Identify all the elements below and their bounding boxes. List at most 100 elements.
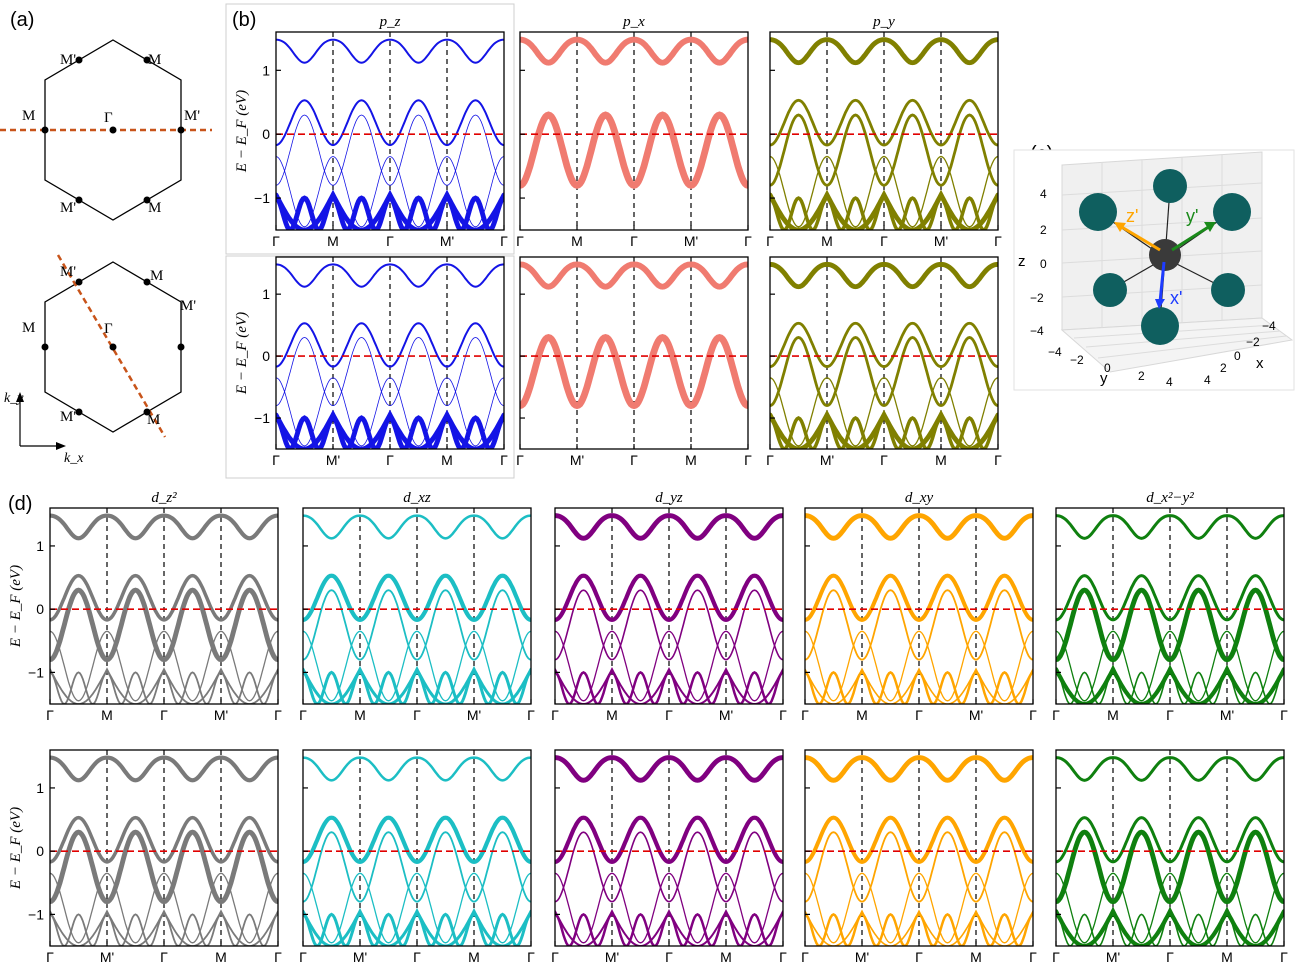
x-tick-label: M [215,949,227,965]
band-line [555,872,783,944]
band-lines [50,755,278,946]
x-tick-label: Γ [160,707,168,723]
x-tick-label: M [354,707,366,723]
bz-label: M [22,108,35,124]
y-tick-label: −1 [254,190,270,206]
y-axis-label: E − E_F (eV) [8,565,24,648]
x-tick-label: M [970,949,982,965]
band-line [50,829,278,905]
x-tick-label: Γ [160,949,168,965]
band-line [770,321,998,369]
z-prime-label: z' [1126,206,1138,226]
band-line [805,573,1033,622]
band-chart-d_yz-d-top: Γ M Γ M' Γd_yz [551,490,787,723]
bz-points-bottom [41,278,185,416]
panel-label-d: (d) [8,493,32,515]
x-tick-label: Γ [500,233,508,249]
bz-label: M' [60,52,76,68]
x-tick-label: M [606,707,618,723]
chart-title: d_yz [655,490,683,506]
band-line [1056,664,1284,704]
band-lines [805,513,1033,704]
z-tick: 4 [1040,187,1047,201]
x-tick-label: Γ [386,233,394,249]
bz-label: M' [184,108,200,124]
band-line [50,630,278,702]
band-line [1056,816,1284,864]
band-lines [770,37,998,230]
bz-label: Γ [104,110,113,126]
x-tick-label: Γ [630,452,638,468]
band-line [303,589,531,661]
band-chart-d_xy-d-bottom: Γ M' Γ M Γ [801,749,1037,965]
y-tick-label: 0 [262,348,270,364]
x-tick-label: Γ [665,949,673,965]
x-tick-label: Γ [744,452,752,468]
x-tick-label: Γ [527,707,535,723]
bz-label: M' [60,409,76,425]
y-tick-label: 1 [36,538,44,554]
x-tick-label: Γ [500,452,508,468]
y-axis-label: E − E_F (eV) [234,312,250,395]
y-tick-label: −1 [28,906,44,922]
band-line [805,630,1033,702]
x-tick-label: M [327,233,339,249]
y-tick: 2 [1138,369,1145,383]
ligand-atom [1079,193,1117,231]
band-line [303,756,531,782]
x-prime-arrowhead-icon [1155,299,1165,309]
band-line [555,831,783,903]
x-tick-label: Γ [299,949,307,965]
bz-hexagon-top [44,39,182,221]
x-tick-label: M' [969,707,983,723]
x-prime-arrow [1158,261,1166,303]
band-lines [520,261,748,410]
band-line [805,670,1033,704]
x-tick-label: Γ [994,452,1002,468]
bz-points-top [41,56,185,204]
band-chart-d_z2-d-top: −1 0 1 E − E_F (eV) Γ M Γ M' Γd_z² [8,490,282,723]
y-tick-label: 0 [262,126,270,142]
band-line [770,113,998,187]
x-prime-label: x' [1170,288,1182,308]
y-prime-label: y' [1186,206,1198,226]
band-line [50,755,278,783]
band-line [770,377,998,447]
band-lines [276,263,504,449]
band-lines [520,36,748,189]
x-tick-label: Γ [516,233,524,249]
bz-label: Γ [104,321,113,337]
x-tick-label: M' [1220,707,1234,723]
bz-hexagon-bottom [44,261,182,433]
band-line [1056,756,1284,782]
band-line [555,573,783,623]
band-line [276,99,504,147]
x-tick-label: Γ [1052,949,1060,965]
band-line [303,872,531,944]
band-line [805,831,1033,903]
band-line [770,261,998,290]
x-tick-label: Γ [880,233,888,249]
x-tick-label: M [935,452,947,468]
band-line [805,815,1033,864]
x-tick-label: M' [100,949,114,965]
band-line [303,831,531,903]
band-line [276,114,504,186]
panel-b-frame-bottom [225,255,515,479]
y-tick-label: 1 [36,780,44,796]
band-line [555,912,783,946]
chart-title: d_xy [905,490,934,506]
band-chart-p_y-b-bottom: Γ M' Γ M Γ [766,256,1002,468]
panel-b-frame-top [225,3,515,255]
band-chart-d_xz-d-top: Γ M Γ M' Γd_xz [299,490,535,723]
x-tick-label: Γ [1052,707,1060,723]
x-tick-label: Γ [551,949,559,965]
y-tick: −4 [1048,345,1062,359]
x-tick: 0 [1234,349,1241,363]
x-tick-label: Γ [1166,707,1174,723]
x-tick-label: Γ [766,452,774,468]
x-tick-label: M [441,452,453,468]
band-line [805,872,1033,944]
y-tick: 0 [1104,361,1111,375]
